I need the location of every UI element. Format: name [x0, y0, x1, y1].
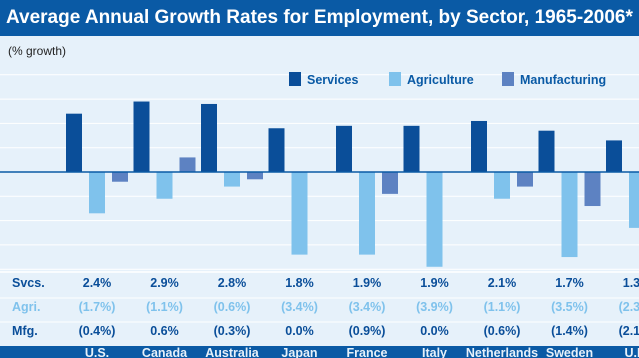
legend-label-agriculture: Agriculture	[407, 73, 474, 87]
table-row-label: Svcs.	[12, 276, 45, 290]
bar-agriculture-australia	[224, 172, 240, 187]
legend-swatch-agriculture	[389, 72, 401, 86]
bar-manufacturing-netherlands	[517, 172, 533, 187]
bar-services-us	[66, 113, 82, 172]
bar-services-japan	[268, 128, 285, 172]
legend-label-services: Services	[307, 73, 358, 87]
legend-swatch-manufacturing	[502, 72, 514, 86]
table-cell: (3.5%)	[551, 300, 588, 314]
bar-agriculture-sweden	[561, 172, 578, 258]
bar-agriculture-canada	[156, 172, 173, 199]
category-label: Australia	[205, 346, 260, 358]
bar-manufacturing-canada	[179, 157, 196, 172]
category-band	[0, 346, 639, 358]
table-cell: (1.1%)	[484, 300, 521, 314]
bar-agriculture-france	[359, 172, 375, 255]
table-cell: 0.0%	[420, 324, 449, 338]
table-cell: 1.7%	[555, 276, 584, 290]
bar-manufacturing-sweden	[584, 172, 601, 207]
category-label: Sweden	[546, 346, 593, 358]
table-cell: (3.9%)	[416, 300, 453, 314]
table-cell: 1.9%	[353, 276, 382, 290]
category-label: U.S.	[85, 346, 109, 358]
table-cell: (3.4%)	[349, 300, 386, 314]
table-cell: (2.3%)	[619, 300, 639, 314]
table-cell: 0.6%	[150, 324, 179, 338]
table-cell: (1.4%)	[551, 324, 588, 338]
bar-manufacturing-france	[382, 172, 398, 194]
bar-agriculture-uk	[629, 172, 639, 228]
table-row-label: Agri.	[12, 300, 40, 314]
category-label: France	[347, 346, 388, 358]
table-cell: (0.6%)	[214, 300, 251, 314]
bar-agriculture-italy	[426, 172, 443, 267]
category-labels: U.S. Canada Australia Japan France Italy Nethe…	[0, 346, 639, 358]
bar-agriculture-japan	[291, 172, 308, 255]
bar-services-italy	[403, 125, 420, 172]
data-table: Svcs. 2.4% 2.9% 2.8% 1.8% 1.9% 1.9% 2.1% 1.7% 1.3…	[0, 271, 639, 338]
bar-services-uk	[606, 140, 622, 172]
unit-label: (% growth)	[8, 44, 67, 58]
table-cell: (0.4%)	[79, 324, 116, 338]
bar-agriculture-us	[89, 172, 105, 214]
table-cell: (3.4%)	[281, 300, 318, 314]
table-cell: 1.9%	[420, 276, 449, 290]
table-cell: 2.8%	[218, 276, 247, 290]
table-cell: (1.7%)	[79, 300, 116, 314]
bar-services-sweden	[538, 130, 555, 172]
bar-services-netherlands	[471, 120, 487, 172]
category-label: Italy	[422, 346, 447, 358]
bar-services-australia	[201, 103, 217, 172]
table-cell: (1.1%)	[146, 300, 183, 314]
category-label: Japan	[281, 346, 317, 358]
table-cell: (0.9%)	[349, 324, 386, 338]
category-label: U.K.	[625, 346, 639, 358]
bar-agriculture-netherlands	[494, 172, 510, 199]
table-cell: 2.1%	[488, 276, 517, 290]
bar-manufacturing-australia	[247, 172, 263, 180]
chart-title: Average Annual Growth Rates for Employme…	[0, 0, 639, 36]
table-cell: 2.9%	[150, 276, 179, 290]
legend: Services Agriculture Manufacturing	[289, 72, 606, 87]
bars	[66, 101, 639, 267]
table-row-label: Mfg.	[12, 324, 38, 338]
category-label: Canada	[142, 346, 188, 358]
table-cell: (2.1%)	[619, 324, 639, 338]
bar-manufacturing-us	[112, 172, 128, 182]
gridlines	[0, 74, 639, 270]
table-cell: 2.4%	[83, 276, 112, 290]
bar-services-canada	[133, 101, 150, 172]
legend-label-manufacturing: Manufacturing	[520, 73, 606, 87]
legend-swatch-services	[289, 72, 301, 86]
bar-services-france	[336, 125, 352, 172]
table-cell: 0.0%	[285, 324, 314, 338]
table-cell: 1.8%	[285, 276, 314, 290]
table-cell: 1.3%	[623, 276, 639, 290]
table-cell: (0.3%)	[214, 324, 251, 338]
category-label: Netherlands	[466, 346, 538, 358]
table-cell: (0.6%)	[484, 324, 521, 338]
